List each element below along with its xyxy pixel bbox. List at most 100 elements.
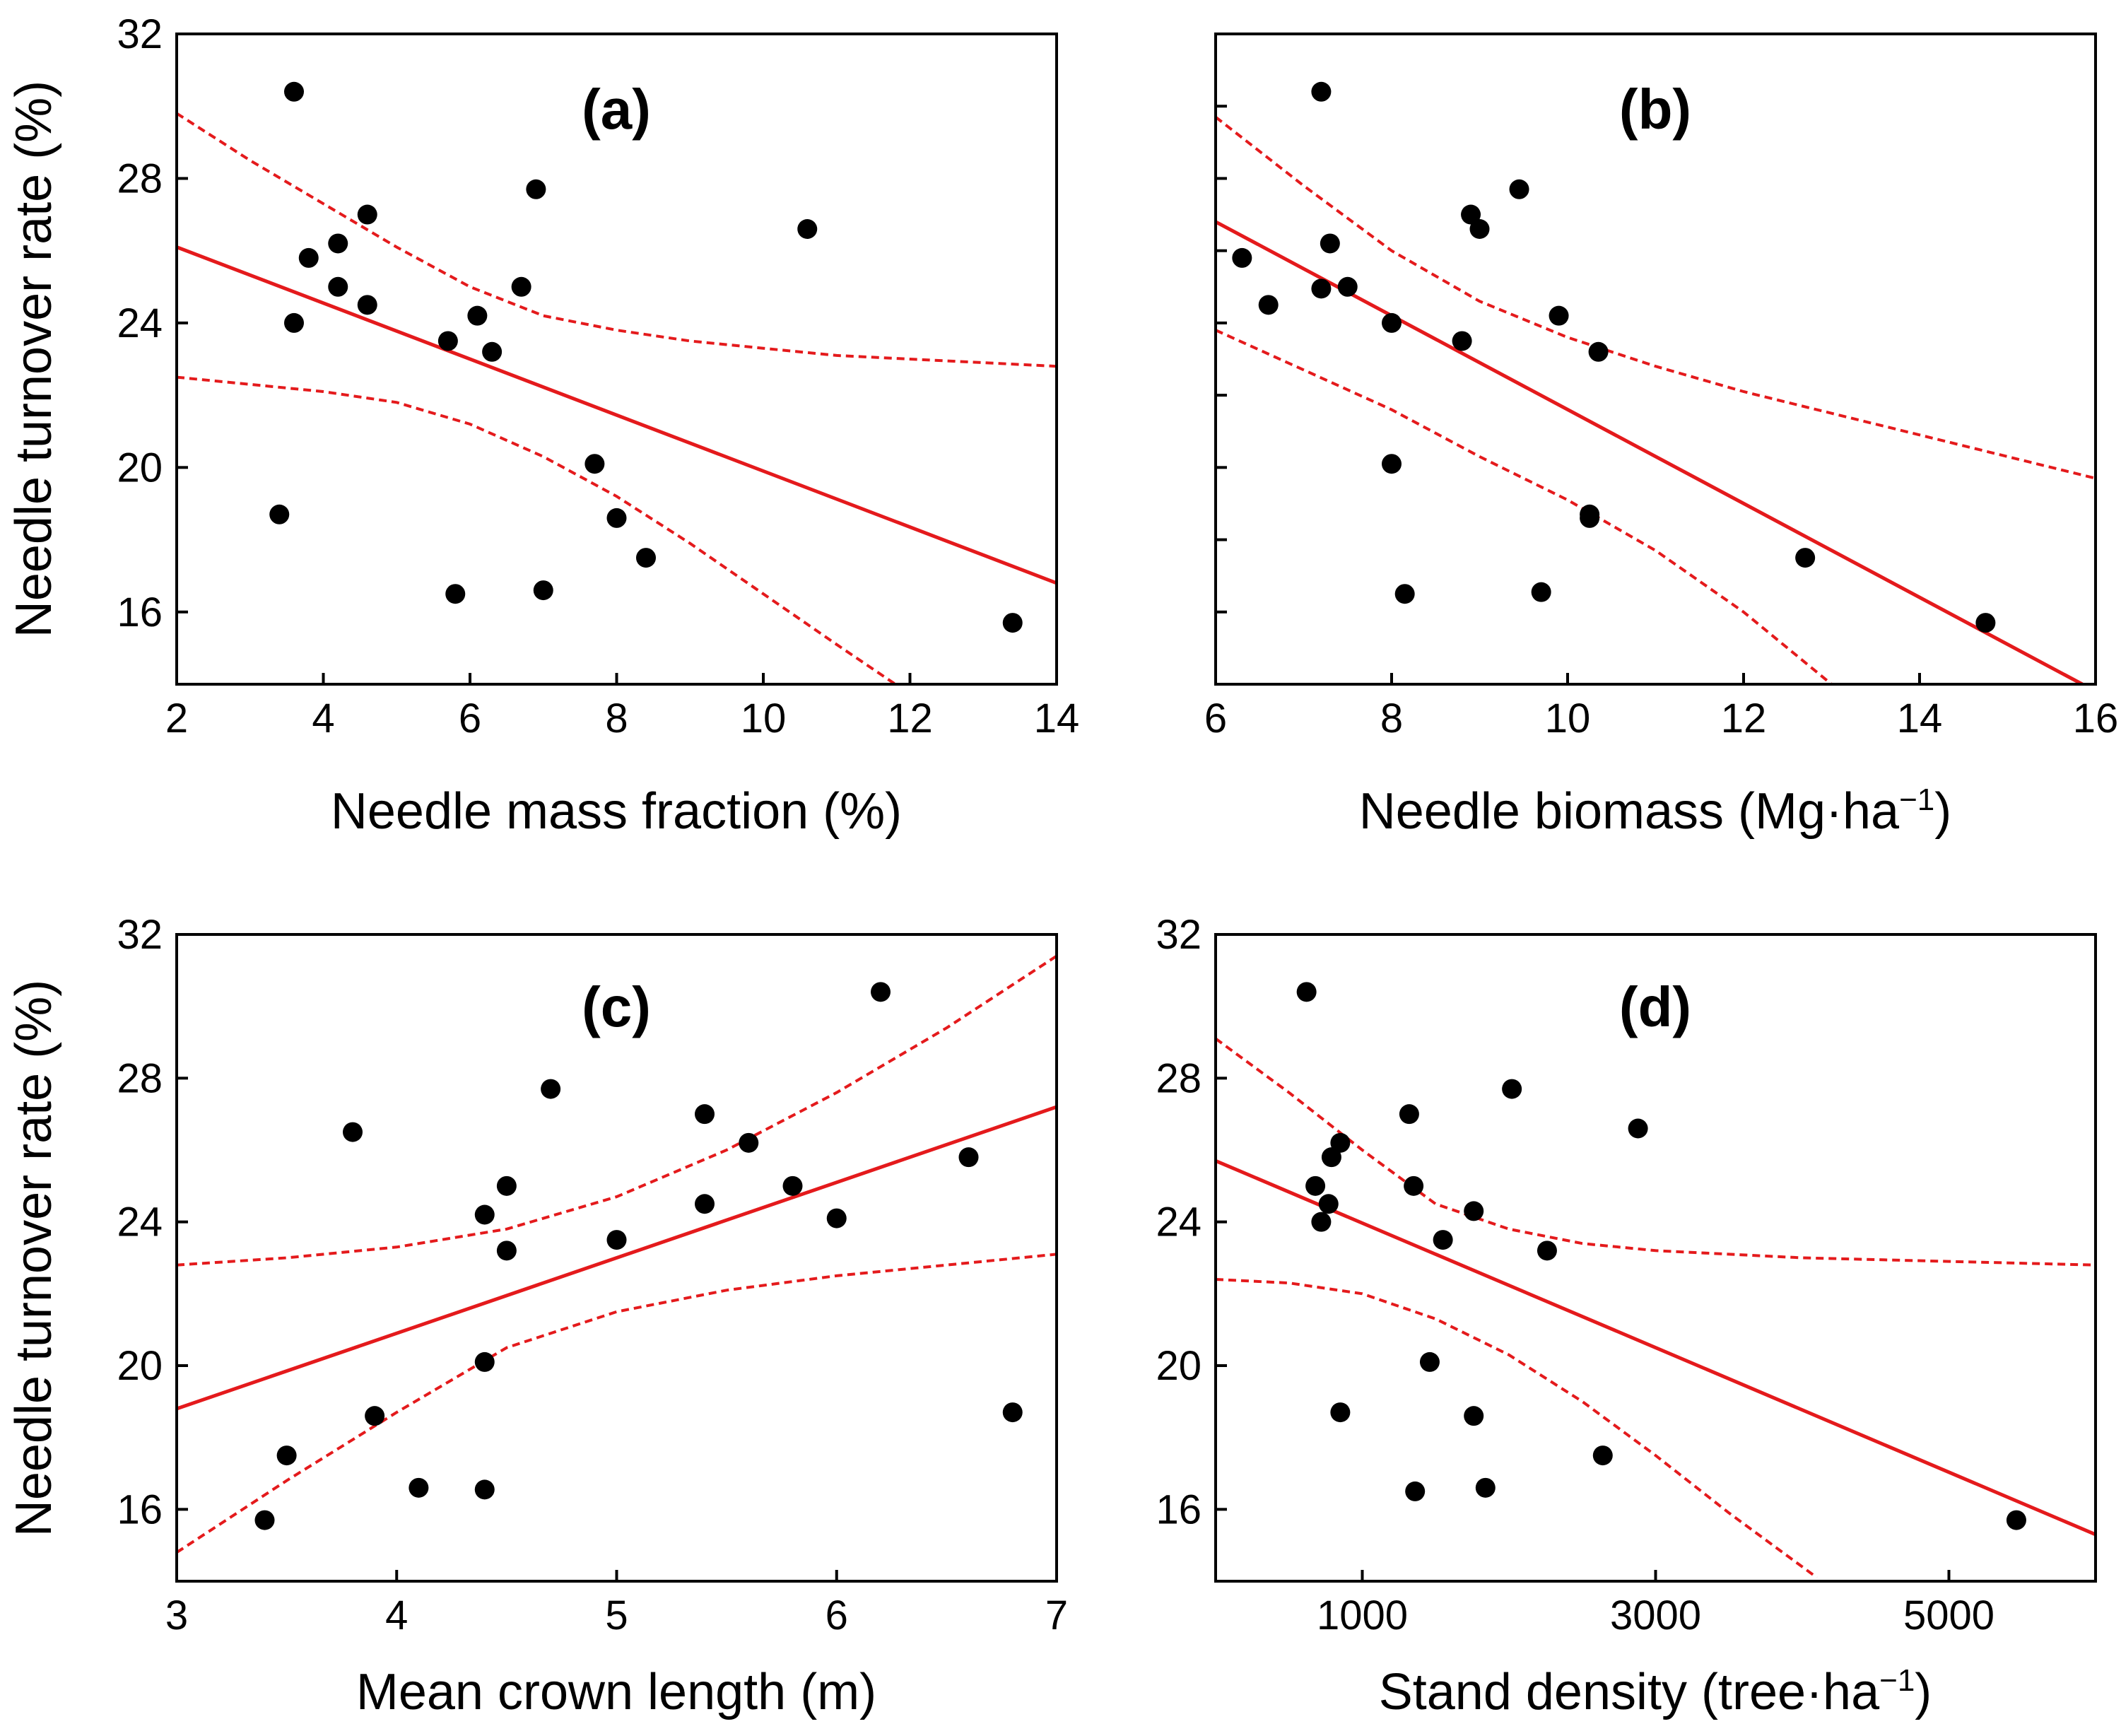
panel-a-point-13 xyxy=(584,454,605,474)
panel-b-point-9 xyxy=(1549,305,1569,326)
panel-a-point-0 xyxy=(284,81,304,102)
panel-c-xtick-label-0: 3 xyxy=(165,1593,188,1638)
panel-c-point-1 xyxy=(541,1079,561,1099)
panel-a-point-6 xyxy=(328,276,348,297)
panel-d-point-9 xyxy=(1464,1201,1484,1221)
panel-d-ytick-label-4: 32 xyxy=(1156,912,1201,958)
panel-a-point-12 xyxy=(482,341,503,362)
panel-c-fit xyxy=(177,1105,1057,1411)
panel-c-point-9 xyxy=(474,1204,495,1225)
panel-a-ci-upper-line xyxy=(177,112,1057,368)
panel-c-frame xyxy=(175,933,1058,1583)
panel-b-point-4 xyxy=(1320,233,1340,254)
panel-a-xlabel: Needle mass fraction (%) xyxy=(331,783,902,840)
panel-b-point-8 xyxy=(1258,295,1279,315)
panel-c-point-16 xyxy=(276,1445,297,1466)
panel-d-ytick-label-2: 24 xyxy=(1156,1200,1201,1245)
panel-c-ytick-label-4: 32 xyxy=(117,912,163,958)
panel-c-ytick-label-2: 24 xyxy=(117,1200,163,1245)
panel-b-fit xyxy=(1216,220,2084,684)
panel-d-point-8 xyxy=(1318,1194,1339,1214)
panel-c-point-11 xyxy=(606,1230,627,1250)
panel-a-ytick-label-4: 32 xyxy=(117,11,163,57)
panel-c-xtick-label-4: 7 xyxy=(1045,1593,1068,1638)
panel-c-point-10 xyxy=(826,1208,847,1228)
panel-d-xlabel: Stand density (tree·ha−1) xyxy=(1379,1663,1932,1720)
panel-a-point-3 xyxy=(797,219,818,239)
panel-c-point-0 xyxy=(871,982,891,1002)
panel-d-point-11 xyxy=(1433,1230,1453,1250)
panel-c-point-3 xyxy=(343,1122,363,1142)
panel-c-ci-lower-line xyxy=(177,1253,1057,1554)
panel-a-point-16 xyxy=(636,548,656,568)
panel-a-point-10 xyxy=(284,312,304,333)
panel-b-point-2 xyxy=(1461,204,1481,225)
panel-c-point-12 xyxy=(496,1241,517,1261)
panel-a-xtick-label-3: 8 xyxy=(605,696,628,741)
panel-d-label: (d) xyxy=(1619,975,1691,1038)
panel-c-point-14 xyxy=(365,1406,385,1426)
panel-a-xtick-label-4: 10 xyxy=(741,696,787,741)
panel-d-fit xyxy=(1216,1159,2096,1537)
panel-c-label: (c) xyxy=(582,975,651,1038)
panel-b-xtick-label-5: 16 xyxy=(2073,696,2119,741)
panel-b-point-18 xyxy=(1531,582,1551,602)
panel-d-point-3 xyxy=(1628,1118,1648,1139)
panel-b-xtick-label-1: 8 xyxy=(1380,696,1403,741)
panel-d-point-0 xyxy=(1296,982,1317,1002)
panel-d-point-1 xyxy=(1502,1079,1522,1099)
panel-a-point-4 xyxy=(328,233,348,254)
panel-b-point-13 xyxy=(1382,454,1402,474)
panel-a-fit-line xyxy=(177,245,1057,585)
panel-b-point-10 xyxy=(1382,312,1402,333)
panel-d-point-14 xyxy=(1330,1402,1351,1423)
panel-b-xlabel: Needle biomass (Mg·ha−1) xyxy=(1359,782,1952,840)
panel-a-xtick-label-1: 4 xyxy=(312,696,334,741)
panel-c-point-7 xyxy=(782,1175,803,1196)
panel-d-frame xyxy=(1214,933,2097,1583)
panel-a-point-9 xyxy=(467,305,488,326)
panel-c-xtick-label-2: 5 xyxy=(605,1593,628,1638)
panel-c-ticks: 3 4 5 6 7 16 20 24 28 32 xyxy=(117,912,1068,1638)
panel-b-xtick-label-2: 10 xyxy=(1545,696,1591,741)
panel-a-point-5 xyxy=(298,247,319,268)
panel-d-points xyxy=(1296,982,2026,1530)
panel-a-xtick-label-6: 14 xyxy=(1034,696,1080,741)
panel-b: 6 8 10 12 14 16 (b) Needle biomass (Mg·ha−1) xyxy=(1204,33,2119,840)
panel-d-ci-lines xyxy=(1216,1037,2096,1579)
panel-a-xtick-label-2: 6 xyxy=(459,696,481,741)
panel-d-xtick-label-0: 1000 xyxy=(1317,1593,1408,1638)
panel-c-ci-upper-line xyxy=(177,954,1057,1267)
panel-c-xtick-label-3: 6 xyxy=(826,1593,848,1638)
panel-a-ytick-label-0: 16 xyxy=(117,590,163,635)
panel-a-ci-lower-line xyxy=(177,375,896,684)
panel-b-point-17 xyxy=(1394,584,1415,604)
panel-a-point-19 xyxy=(1002,613,1023,633)
panel-b-point-0 xyxy=(1311,81,1332,102)
panel-a-fit xyxy=(177,245,1057,585)
panel-b-xtick-label-0: 6 xyxy=(1204,696,1227,741)
panel-a-point-7 xyxy=(511,276,531,297)
panel-b-ci-lines xyxy=(1216,116,2096,684)
panel-d-point-12 xyxy=(1537,1241,1557,1261)
panel-a-point-14 xyxy=(269,504,290,524)
panel-c-point-17 xyxy=(409,1477,429,1498)
panel-d-ci-upper-line xyxy=(1216,1037,2096,1267)
panel-a-xtick-label-0: 2 xyxy=(165,696,188,741)
panel-b-ci-upper-line xyxy=(1216,116,2096,480)
panel-d-xtick-label-2: 5000 xyxy=(1903,1593,1994,1638)
panel-a-ytick-label-2: 24 xyxy=(117,300,163,346)
panel-c-point-18 xyxy=(474,1479,495,1500)
panel-a-point-8 xyxy=(357,295,377,315)
panel-b-point-11 xyxy=(1452,331,1472,351)
panel-c-ytick-label-1: 20 xyxy=(117,1343,163,1389)
panel-c-point-4 xyxy=(739,1132,759,1153)
panel-a-ytick-label-3: 28 xyxy=(117,156,163,201)
panel-b-point-7 xyxy=(1337,276,1358,297)
panel-d-ytick-label-3: 28 xyxy=(1156,1055,1201,1101)
panel-a-points xyxy=(269,81,1023,633)
panel-d-point-2 xyxy=(1399,1104,1419,1125)
